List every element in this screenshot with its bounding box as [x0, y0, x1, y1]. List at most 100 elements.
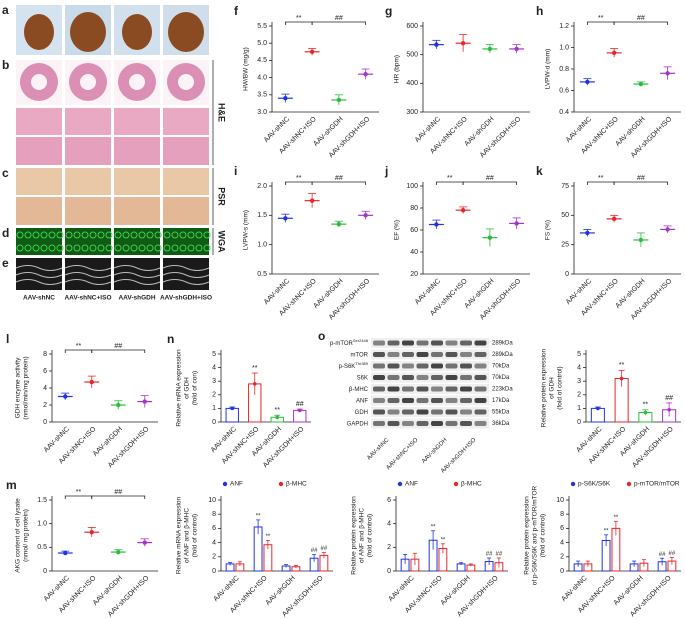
image-tile: [163, 197, 209, 225]
mean-dot: [116, 402, 121, 408]
y-axis-label: (fold of control): [367, 514, 374, 557]
significance: ##: [659, 552, 666, 558]
significance: **: [256, 513, 261, 519]
cell: [114, 231, 122, 239]
blot-band: [387, 386, 400, 392]
image-tile: [16, 228, 62, 255]
significance: ##: [335, 15, 343, 22]
blot-band: [460, 363, 472, 369]
panel-label: l: [6, 332, 9, 346]
echo-trace: [64, 279, 112, 285]
blot-band: [474, 398, 487, 403]
y-axis-label: HW/BW (mg/g): [243, 47, 250, 91]
image-tile: [114, 197, 160, 225]
image-tile: [65, 228, 111, 255]
mean-dot: [611, 216, 617, 222]
significance: ##: [311, 548, 318, 554]
x-tick-label: AAV-shGDH+ISO: [262, 425, 306, 469]
blot-band: [460, 375, 472, 380]
y-axis-label: (fold of con): [192, 371, 199, 405]
significance: ##: [496, 552, 503, 558]
image-tile: [163, 258, 209, 290]
bracket: [613, 21, 669, 25]
blot-band: [416, 340, 429, 346]
blot-band: [460, 340, 472, 346]
mean-dot: [434, 222, 439, 227]
mean-dot: [89, 379, 94, 385]
image-tile: [163, 137, 209, 165]
protein-name: GDH: [355, 410, 368, 416]
significance: ##: [321, 546, 328, 552]
blot-band: [445, 352, 458, 357]
mean-dot: [638, 237, 644, 243]
mean-dot: [363, 213, 368, 218]
cell: [146, 244, 154, 252]
heart-photo: [24, 14, 54, 50]
mean-dot: [514, 46, 519, 52]
y-axis-label: Relative mRNA expression: [176, 496, 183, 574]
y-tick-label: 1.0: [257, 242, 267, 249]
y-tick-label: 3.5: [257, 92, 267, 99]
cell: [56, 244, 64, 252]
blot-band: [416, 363, 429, 369]
blot-band: [373, 340, 385, 346]
mean-dot: [514, 221, 519, 226]
blot-band: [373, 363, 385, 369]
blot-band: [445, 398, 458, 403]
protein-name: p-S6K: [339, 364, 356, 370]
blot-band: [445, 421, 458, 426]
blot-band: [387, 409, 400, 415]
significance: **: [275, 407, 281, 414]
cell: [32, 231, 40, 239]
blot-band: [474, 386, 487, 392]
cell: [130, 231, 138, 239]
blot-band: [402, 375, 414, 380]
mean-dot: [116, 549, 121, 555]
y-axis-label: Relative protein expression: [541, 348, 548, 427]
blot-band: [460, 421, 472, 426]
y-axis-label: (fold of control): [192, 514, 199, 557]
size-label: 70kDa: [492, 375, 510, 381]
mean-dot: [460, 208, 466, 213]
legend-marker: [222, 481, 228, 487]
group-label: AAV-shNC+ISO: [64, 295, 111, 302]
protein-label: p-mTORSer2448: [330, 338, 369, 347]
cell: [146, 231, 154, 239]
blot-band: [431, 421, 443, 426]
panel-label: h: [536, 4, 543, 18]
protein-name: GAPDH: [347, 421, 368, 427]
protein-name: β-MHC: [349, 387, 369, 393]
protein-label: mTOR: [350, 352, 368, 358]
bracket: [64, 495, 93, 499]
cell: [48, 231, 56, 239]
y-tick-label: 4: [43, 385, 47, 392]
protein-name: mTOR: [350, 352, 368, 358]
section-lumen: [178, 74, 194, 90]
echo-trace: [162, 279, 210, 285]
bracket: [311, 181, 367, 185]
y-tick-label: 0: [43, 419, 47, 426]
blot-band: [460, 409, 472, 415]
cell: [171, 244, 179, 252]
blot-band: [387, 352, 400, 357]
legend-marker: [626, 481, 632, 487]
image-tile: [114, 168, 160, 195]
y-tick-label: 2: [577, 392, 581, 399]
blot-band: [416, 398, 429, 403]
cell: [179, 231, 187, 239]
significance: ##: [114, 343, 122, 350]
y-tick-label: 0: [212, 419, 216, 426]
y-tick-label: 20: [410, 271, 418, 278]
x-tick-label: AAV-shNC: [263, 116, 291, 144]
legend-label: β-MHC: [461, 481, 482, 488]
significance: **: [614, 515, 619, 521]
significance: **: [252, 365, 258, 372]
blot-band: [474, 409, 487, 415]
blot-band: [474, 363, 487, 369]
blot-band: [445, 363, 458, 369]
heart-photo: [122, 14, 152, 50]
cell: [203, 231, 211, 239]
mean-dot: [585, 230, 590, 236]
legend-marker: [397, 481, 403, 487]
bar: [225, 407, 239, 423]
